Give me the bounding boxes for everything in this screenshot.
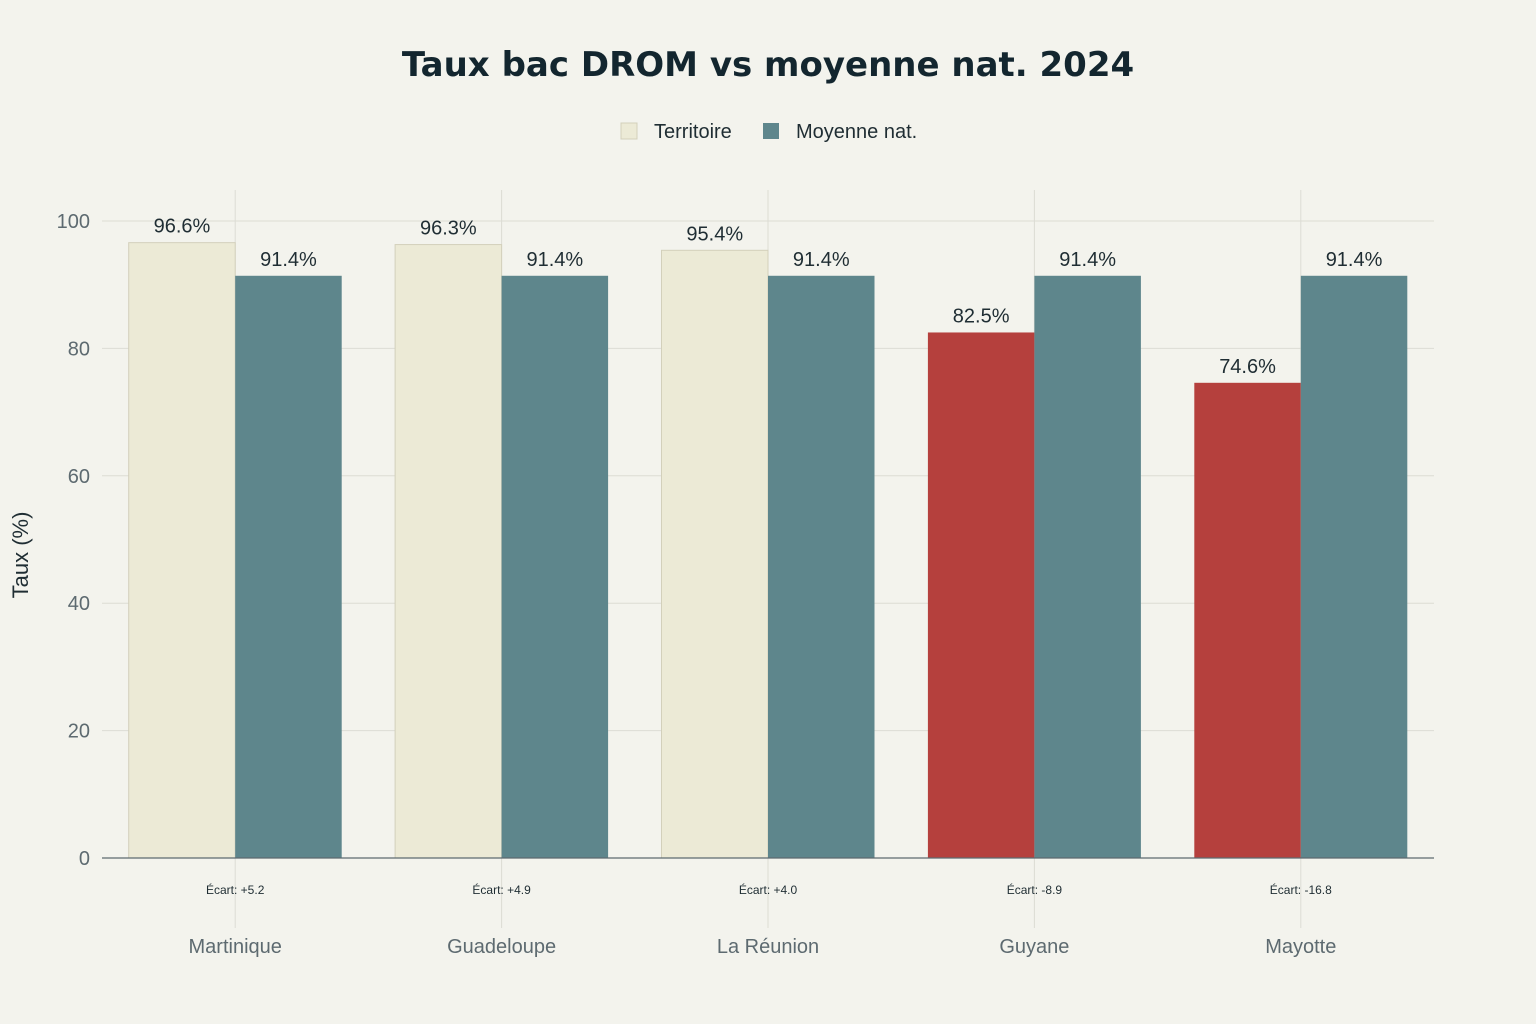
x-tick-label: Mayotte <box>1265 936 1336 958</box>
bar-territoire <box>661 249 769 859</box>
x-tick-label: Martinique <box>189 936 282 958</box>
bar-territoire <box>128 242 236 859</box>
bar-territoire <box>927 332 1035 859</box>
x-tick-label: La Réunion <box>717 936 819 958</box>
data-label-territoire: 95.4% <box>686 223 743 245</box>
y-tick-label: 60 <box>68 466 90 488</box>
gap-annotation: Écart: +5.2 <box>206 882 265 897</box>
data-label-moyenne-nat: 91.4% <box>1326 249 1383 271</box>
x-tick-label: Guyane <box>999 936 1069 958</box>
x-tick-label: Guadeloupe <box>447 936 556 958</box>
bar-moyenne-nat <box>235 275 342 859</box>
x-axis-ticks: Écart: +5.2 Martinique Écart: +4.9 Guadelou… <box>189 882 1337 958</box>
y-axis-label: Taux (%) <box>8 512 33 599</box>
legend-label: Territoire <box>654 121 732 143</box>
bar-moyenne-nat <box>1034 275 1141 859</box>
y-axis-ticks: 0 20 40 60 80 100 <box>57 211 90 870</box>
bar-moyenne-nat <box>768 275 875 859</box>
legend-label: Moyenne nat. <box>796 121 917 143</box>
data-label-territoire: 96.3% <box>420 218 477 240</box>
data-label-territoire: 74.6% <box>1219 356 1276 378</box>
bar-territoire <box>394 244 503 859</box>
y-tick-label: 0 <box>79 848 90 870</box>
gap-annotation: Écart: +4.9 <box>472 882 531 897</box>
bar-moyenne-nat <box>1300 275 1408 859</box>
data-label-territoire: 96.6% <box>154 216 211 238</box>
y-tick-label: 100 <box>57 211 90 233</box>
data-label-moyenne-nat: 91.4% <box>1059 249 1116 271</box>
y-tick-label: 20 <box>68 721 90 743</box>
bar-moyenne-nat <box>501 275 609 859</box>
data-label-moyenne-nat: 91.4% <box>793 249 850 271</box>
chart-title: Taux bac DROM vs moyenne nat. 2024 <box>402 45 1134 85</box>
data-label-moyenne-nat: 91.4% <box>526 249 583 271</box>
legend-swatch <box>763 123 779 139</box>
bar-territoire <box>1194 382 1301 858</box>
legend: Territoire Moyenne nat. <box>620 121 917 143</box>
gap-annotation: Écart: -16.8 <box>1270 882 1332 897</box>
y-tick-label: 80 <box>68 338 90 360</box>
gap-annotation: Écart: -8.9 <box>1007 882 1063 897</box>
legend-swatch <box>620 122 638 140</box>
y-tick-label: 40 <box>68 593 90 615</box>
gap-annotation: Écart: +4.0 <box>739 882 798 897</box>
data-label-moyenne-nat: 91.4% <box>260 249 317 271</box>
bars: 96.6% 91.4% 96.3% 91.4% 95.4% 91.4% 82.5% 91.4%… <box>128 216 1408 859</box>
data-label-territoire: 82.5% <box>953 305 1010 327</box>
